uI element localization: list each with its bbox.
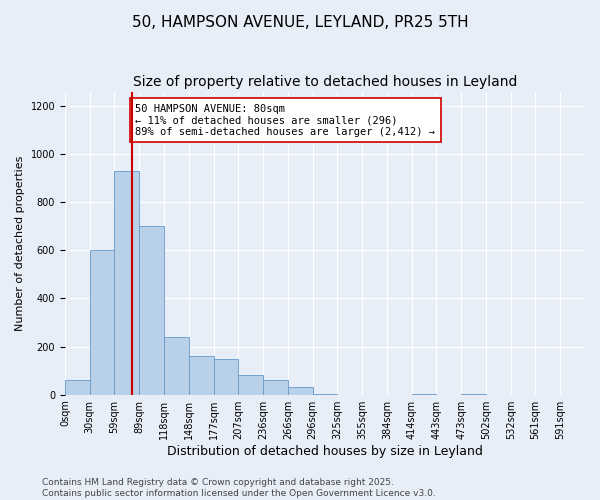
- Bar: [238, 376, 263, 394]
- Bar: [189, 356, 214, 395]
- Bar: [288, 388, 313, 394]
- Text: 50 HAMPSON AVENUE: 80sqm
← 11% of detached houses are smaller (296)
89% of semi-: 50 HAMPSON AVENUE: 80sqm ← 11% of detach…: [136, 104, 436, 137]
- Text: Contains HM Land Registry data © Crown copyright and database right 2025.
Contai: Contains HM Land Registry data © Crown c…: [42, 478, 436, 498]
- Bar: [263, 380, 288, 394]
- Bar: [65, 380, 89, 394]
- X-axis label: Distribution of detached houses by size in Leyland: Distribution of detached houses by size …: [167, 444, 483, 458]
- Title: Size of property relative to detached houses in Leyland: Size of property relative to detached ho…: [133, 75, 517, 89]
- Bar: [164, 337, 189, 394]
- Bar: [89, 250, 115, 394]
- Bar: [139, 226, 164, 394]
- Bar: [115, 171, 139, 394]
- Bar: [214, 358, 238, 394]
- Y-axis label: Number of detached properties: Number of detached properties: [15, 156, 25, 331]
- Text: 50, HAMPSON AVENUE, LEYLAND, PR25 5TH: 50, HAMPSON AVENUE, LEYLAND, PR25 5TH: [131, 15, 469, 30]
